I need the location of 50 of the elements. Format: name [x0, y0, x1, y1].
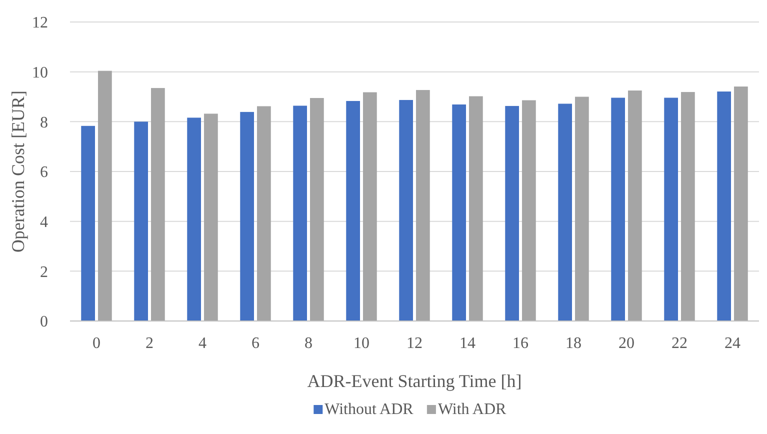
x-tick-label: 12: [406, 335, 422, 352]
y-tick-label: 8: [40, 114, 48, 132]
y-tick-label: 0: [40, 314, 48, 331]
bar: [346, 100, 360, 321]
bar: [664, 98, 678, 321]
legend-label: Without ADR: [324, 401, 414, 418]
bar: [734, 86, 748, 321]
x-tick-label: 2: [146, 335, 154, 352]
bar: [151, 88, 165, 321]
bar: [469, 96, 483, 321]
bar: [98, 70, 112, 321]
x-tick-label: 14: [460, 335, 476, 352]
x-tick-label: 0: [92, 335, 100, 352]
x-tick-label: 22: [672, 335, 688, 352]
bar: [611, 98, 625, 321]
bar: [204, 114, 218, 321]
bar: [240, 112, 254, 321]
bar: [187, 118, 201, 321]
bar: [505, 106, 519, 321]
bar: [522, 100, 536, 321]
bar: [717, 92, 731, 321]
x-tick-label: 6: [252, 335, 260, 352]
x-tick-label: 4: [198, 335, 206, 352]
x-tick-label: 24: [724, 335, 740, 352]
y-tick-label: 6: [40, 164, 48, 182]
x-tick-label: 20: [618, 335, 634, 352]
legend-label: With ADR: [438, 401, 507, 418]
bar: [452, 104, 466, 321]
x-axis-title: ADR-Event Starting Time [h]: [307, 371, 522, 391]
bar: [293, 106, 307, 321]
bar: [558, 104, 572, 321]
bar: [416, 90, 430, 321]
bar: [363, 92, 377, 321]
bar: [134, 122, 148, 321]
bar: [310, 98, 324, 321]
bar: [628, 90, 642, 321]
y-tick-label: 12: [32, 14, 48, 32]
bar: [81, 126, 95, 321]
x-tick-label: 18: [566, 335, 582, 352]
y-tick-label: 2: [40, 264, 48, 281]
x-tick-label: 16: [512, 335, 528, 352]
bar: [257, 106, 271, 321]
bar: [399, 100, 413, 321]
y-axis-title: Operation Cost [EUR]: [8, 90, 28, 252]
bar: [681, 92, 695, 321]
bar: [575, 96, 589, 321]
x-tick-label: 10: [354, 335, 370, 352]
y-tick-label: 10: [32, 64, 48, 82]
y-tick-label: 4: [40, 214, 48, 231]
x-tick-label: 8: [304, 335, 312, 352]
